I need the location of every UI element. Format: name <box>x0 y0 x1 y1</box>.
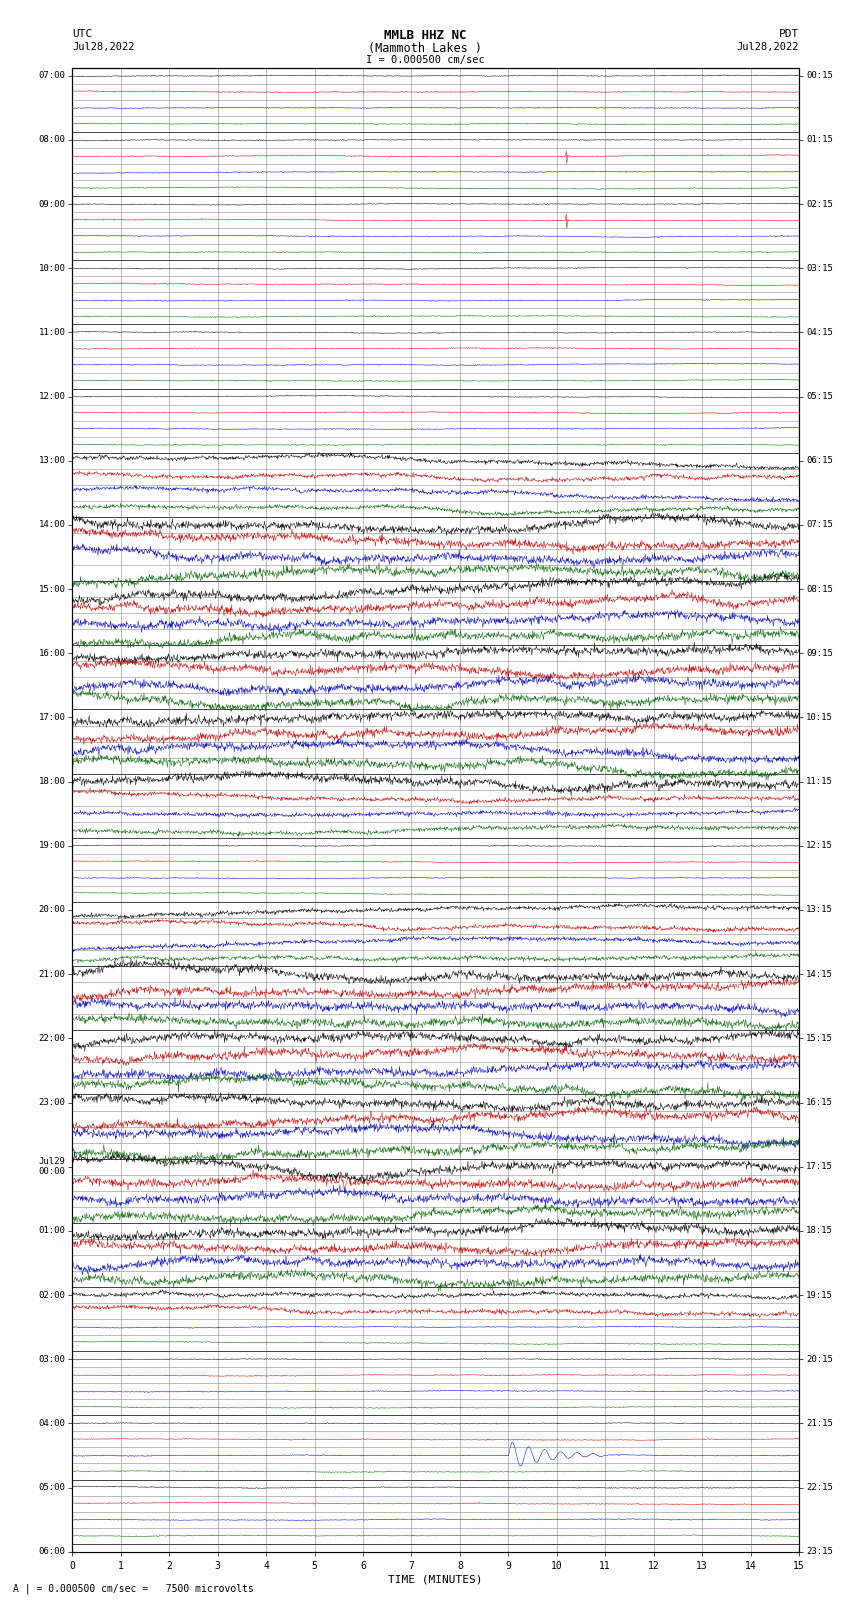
Text: UTC: UTC <box>72 29 93 39</box>
X-axis label: TIME (MINUTES): TIME (MINUTES) <box>388 1574 483 1586</box>
Text: MMLB HHZ NC: MMLB HHZ NC <box>383 29 467 42</box>
Text: Jul28,2022: Jul28,2022 <box>72 42 135 52</box>
Text: A | = 0.000500 cm/sec =   7500 microvolts: A | = 0.000500 cm/sec = 7500 microvolts <box>13 1582 253 1594</box>
Text: Jul28,2022: Jul28,2022 <box>736 42 799 52</box>
Text: I = 0.000500 cm/sec: I = 0.000500 cm/sec <box>366 55 484 65</box>
Text: PDT: PDT <box>779 29 799 39</box>
Text: (Mammoth Lakes ): (Mammoth Lakes ) <box>368 42 482 55</box>
